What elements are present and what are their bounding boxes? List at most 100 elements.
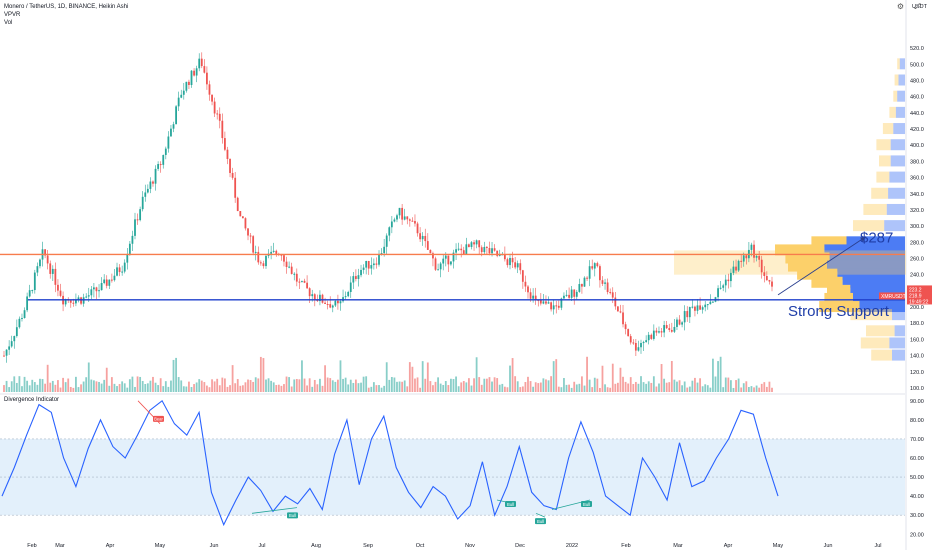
- volume-bar: [110, 377, 113, 392]
- candle-body: [416, 223, 419, 234]
- indicator-vol-label[interactable]: Vol: [4, 20, 13, 26]
- candle-body: [236, 197, 239, 212]
- volume-bar: [141, 380, 144, 392]
- volume-bar: [414, 378, 416, 392]
- volume-bar: [360, 382, 362, 392]
- volume-bar: [688, 386, 691, 392]
- candle-body: [655, 330, 658, 333]
- price-tick-label: 160.0: [910, 337, 924, 343]
- volume-bar: [51, 380, 54, 392]
- fullscreen-icon[interactable]: ⤢: [914, 2, 921, 11]
- oscillator-legend[interactable]: Divergence Indicator: [4, 397, 60, 403]
- x-tick-label: Feb: [621, 543, 630, 549]
- price-tag-price: 223.2: [909, 287, 922, 293]
- volume-bar: [534, 382, 537, 392]
- candle-body: [87, 295, 90, 297]
- volume-bar: [588, 379, 591, 392]
- divergence-label: Bull: [583, 502, 590, 507]
- candle-body: [257, 251, 260, 263]
- candle-body: [198, 58, 201, 69]
- volume-bar: [257, 378, 260, 392]
- target-price-label: $287: [860, 230, 893, 247]
- settings-icon[interactable]: ⚙: [896, 2, 905, 11]
- volume-bar: [388, 379, 391, 392]
- candle-body: [665, 325, 668, 329]
- volume-bar: [370, 386, 373, 392]
- volume-bar: [452, 379, 455, 392]
- volume-bar: [439, 383, 442, 392]
- candle-body: [403, 216, 406, 220]
- volume-bar: [200, 380, 203, 392]
- candle-body: [609, 292, 612, 294]
- symbol-title[interactable]: Monero / TetherUS, 1D, BINANCE, Heikin A…: [4, 4, 129, 10]
- volume-bar: [244, 382, 247, 392]
- candle-body: [647, 334, 650, 341]
- volume-bar: [103, 379, 106, 392]
- volume-bar: [706, 385, 709, 392]
- volume-profile-buy-bar: [890, 139, 905, 151]
- candle-body: [157, 164, 160, 169]
- candle-body: [532, 295, 535, 299]
- volume-profile-sell-bar: [775, 244, 825, 256]
- candle-body: [298, 281, 301, 283]
- volume-bar: [755, 385, 758, 392]
- volume-bar: [324, 365, 326, 392]
- oscillator-line: [1, 399, 779, 527]
- volume-bar: [609, 387, 612, 392]
- candle-body: [23, 310, 26, 318]
- volume-bar: [398, 381, 401, 392]
- candle-body: [162, 154, 165, 165]
- price-tick-label: 100.0: [910, 386, 924, 392]
- volume-bar: [447, 385, 450, 392]
- volume-bar: [434, 381, 437, 392]
- volume-bar: [568, 384, 570, 392]
- candle-body: [3, 355, 5, 357]
- volume-profile-sell-bar: [853, 220, 885, 232]
- volume-bar: [195, 382, 198, 392]
- divergence-label-box: [581, 500, 592, 507]
- divergence-label: Bear: [154, 417, 163, 422]
- candle-body: [619, 311, 622, 313]
- volume-profile-buy-bar: [895, 106, 905, 118]
- volume-bar: [164, 381, 167, 392]
- candle-body: [303, 280, 306, 283]
- candle-body: [606, 282, 609, 293]
- volume-bar: [295, 378, 298, 392]
- volume-bar: [306, 385, 308, 392]
- candle-body: [521, 270, 524, 282]
- volume-bar: [126, 387, 129, 392]
- price-tick-label: 180.0: [910, 321, 924, 327]
- candle-body: [154, 168, 157, 184]
- volume-bar: [190, 387, 193, 392]
- x-tick-label: Jul: [258, 543, 265, 549]
- volume-bar: [527, 376, 529, 392]
- volume-profile-buy-bar: [897, 90, 905, 102]
- volume-bar: [303, 378, 306, 392]
- candle-body: [424, 235, 427, 242]
- candle-body: [339, 301, 342, 304]
- volume-bar: [213, 381, 216, 392]
- candle-body: [203, 66, 206, 73]
- candle-body: [360, 269, 362, 276]
- volume-bar: [581, 376, 583, 392]
- candle-body: [167, 136, 170, 149]
- volume-bar: [5, 380, 8, 392]
- volume-bar: [488, 377, 491, 392]
- volume-bar: [444, 381, 447, 392]
- volume-bar: [128, 379, 131, 392]
- volume-bar: [401, 381, 404, 392]
- x-tick-label: Oct: [416, 543, 425, 549]
- volume-bar: [424, 378, 427, 392]
- volume-bar: [67, 378, 70, 392]
- candle-body: [570, 289, 573, 298]
- volume-bar: [54, 384, 57, 392]
- indicator-vpvr-label[interactable]: VPVR: [4, 12, 21, 18]
- candle-body: [658, 331, 660, 333]
- volume-bar: [41, 379, 44, 392]
- candle-body: [152, 181, 154, 184]
- candle-body: [321, 294, 324, 303]
- candle-body: [668, 328, 671, 330]
- candle-body: [75, 299, 77, 304]
- candle-body: [629, 336, 632, 343]
